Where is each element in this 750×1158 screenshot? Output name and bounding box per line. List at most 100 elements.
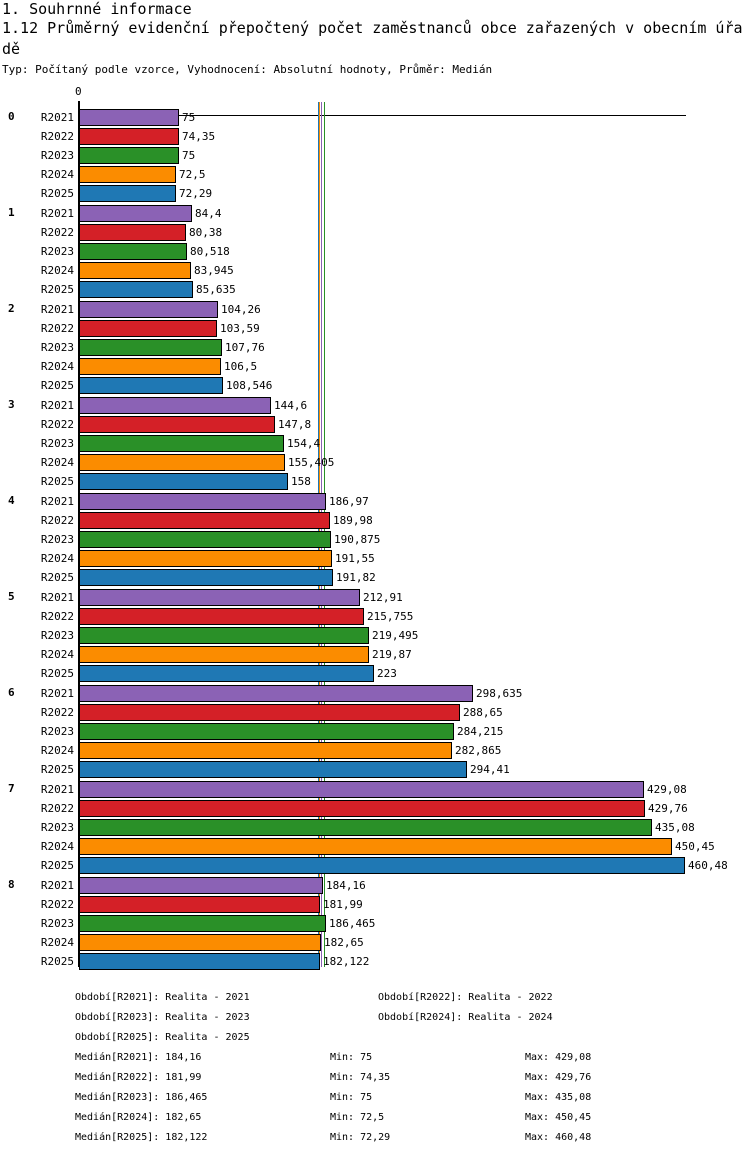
bar[interactable] — [79, 704, 460, 721]
chart-row: R2024 282,865 — [0, 741, 750, 760]
series-label: R2021 — [40, 879, 74, 892]
series-label: R2025 — [40, 187, 74, 200]
bar-value-label: 85,635 — [196, 283, 236, 296]
bar-value-label: 83,945 — [194, 264, 234, 277]
bar-value-label: 182,122 — [323, 955, 370, 968]
bar[interactable] — [79, 781, 644, 798]
series-label: R2025 — [40, 283, 74, 296]
series-label: R2022 — [40, 226, 74, 239]
chart-row: R2024 182,65 — [0, 933, 750, 952]
bar[interactable] — [79, 934, 321, 951]
bar[interactable] — [79, 109, 179, 126]
bar[interactable] — [79, 608, 364, 625]
bar-value-label: 429,76 — [648, 802, 688, 815]
max-value: Max: 429,08 — [525, 1052, 592, 1063]
legend-entry: Období[R2024]: Realita - 2024 — [378, 1012, 553, 1023]
bar-value-label: 182,65 — [324, 936, 364, 949]
series-label: R2025 — [40, 379, 74, 392]
bar[interactable] — [79, 896, 320, 913]
bar[interactable] — [79, 166, 176, 183]
bar[interactable] — [79, 243, 187, 260]
chart-row: R2023 80,518 — [0, 242, 750, 261]
bar-value-label: 429,08 — [647, 783, 687, 796]
chart-row: R2023 154,4 — [0, 434, 750, 453]
series-label: R2024 — [40, 264, 74, 277]
bar[interactable] — [79, 685, 473, 702]
bar-value-label: 186,465 — [329, 917, 376, 930]
bar[interactable] — [79, 953, 320, 970]
chart-row: R2021 84,4 — [0, 204, 750, 223]
bar-value-label: 282,865 — [455, 744, 502, 757]
series-label: R2023 — [40, 629, 74, 642]
bar[interactable] — [79, 550, 332, 567]
bar[interactable] — [79, 224, 186, 241]
chart-row: R2025 460,48 — [0, 856, 750, 875]
bar[interactable] — [79, 320, 217, 337]
series-label: R2024 — [40, 552, 74, 565]
series-label: R2024 — [40, 168, 74, 181]
bar[interactable] — [79, 646, 369, 663]
group-number: 2 — [8, 302, 15, 315]
bar-value-label: 75 — [182, 111, 196, 124]
series-label: R2022 — [40, 130, 74, 143]
series-label: R2022 — [40, 418, 74, 431]
bar[interactable] — [79, 301, 218, 318]
chart-row: R2025 223 — [0, 664, 750, 683]
bar[interactable] — [79, 723, 454, 740]
bar[interactable] — [79, 589, 360, 606]
chart-row: R2023 219,495 — [0, 626, 750, 645]
bar[interactable] — [79, 397, 271, 414]
bar-value-label: 298,635 — [476, 687, 523, 700]
bar[interactable] — [79, 819, 652, 836]
chart-group: 3 R2021 144,6 R2022 147,8 R2023 154,4 R2024 155,… — [0, 396, 750, 491]
bar[interactable] — [79, 569, 333, 586]
chart-row: R2022 189,98 — [0, 511, 750, 530]
bar[interactable] — [79, 358, 221, 375]
bar[interactable] — [79, 435, 284, 452]
bar[interactable] — [79, 512, 330, 529]
bar[interactable] — [79, 205, 192, 222]
bar[interactable] — [79, 473, 288, 490]
chart-row: R2025 158 — [0, 472, 750, 491]
statistics-row: Medián[R2021]: 184,16 Min: 75 Max: 429,08 — [0, 1048, 750, 1068]
chart-group: 6 R2021 298,635 R2022 288,65 R2023 284,215 R202… — [0, 684, 750, 779]
bar[interactable] — [79, 262, 191, 279]
max-value: Max: 429,76 — [525, 1072, 592, 1083]
bar[interactable] — [79, 416, 275, 433]
bar[interactable] — [79, 531, 331, 548]
series-label: R2021 — [40, 303, 74, 316]
series-label: R2021 — [40, 687, 74, 700]
bar[interactable] — [79, 281, 193, 298]
chart-row: R2021 429,08 — [0, 780, 750, 799]
bar[interactable] — [79, 493, 326, 510]
chart-row: R2022 103,59 — [0, 319, 750, 338]
bar[interactable] — [79, 128, 179, 145]
bar[interactable] — [79, 761, 467, 778]
series-label: R2023 — [40, 821, 74, 834]
series-label: R2022 — [40, 322, 74, 335]
bar[interactable] — [79, 665, 374, 682]
bar[interactable] — [79, 454, 285, 471]
bar-value-label: 107,76 — [225, 341, 265, 354]
bar[interactable] — [79, 838, 672, 855]
bar[interactable] — [79, 185, 176, 202]
bar-value-label: 450,45 — [675, 840, 715, 853]
bar[interactable] — [79, 742, 452, 759]
series-label: R2025 — [40, 955, 74, 968]
bar[interactable] — [79, 339, 222, 356]
chart-row: R2025 72,29 — [0, 184, 750, 203]
chart-group: 4 R2021 186,97 R2022 189,98 R2023 190,875 R2024… — [0, 492, 750, 587]
chart-group: 7 R2021 429,08 R2022 429,76 R2023 435,08 R2024 4… — [0, 780, 750, 875]
median-value: Medián[R2022]: 181,99 — [75, 1072, 202, 1083]
bar[interactable] — [79, 857, 685, 874]
bar[interactable] — [79, 377, 223, 394]
series-label: R2022 — [40, 706, 74, 719]
bar[interactable] — [79, 800, 645, 817]
series-label: R2022 — [40, 610, 74, 623]
bar[interactable] — [79, 627, 369, 644]
bar[interactable] — [79, 915, 326, 932]
bar-value-label: 215,755 — [367, 610, 414, 623]
bar[interactable] — [79, 147, 179, 164]
bar-value-label: 158 — [291, 475, 311, 488]
bar[interactable] — [79, 877, 323, 894]
